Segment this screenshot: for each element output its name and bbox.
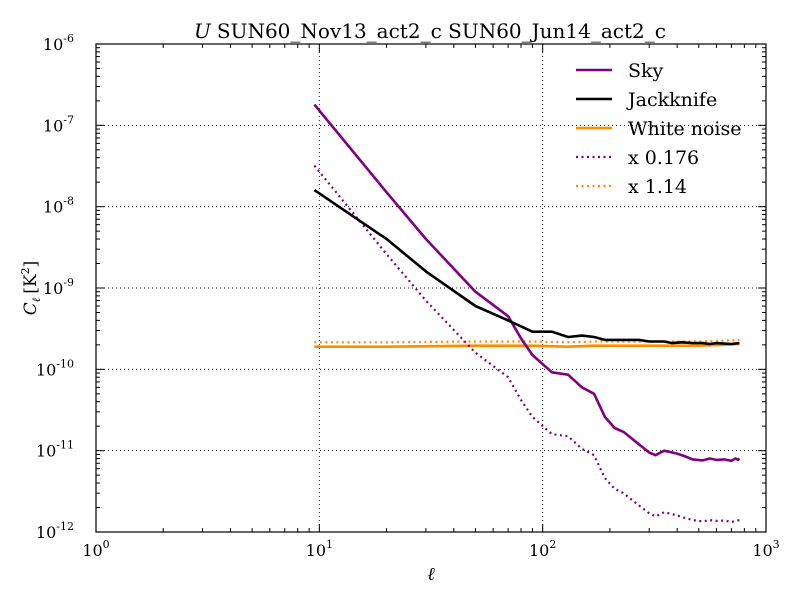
y-tick-label: 10-8	[43, 195, 74, 217]
series-line-white-noise	[314, 342, 740, 349]
y-axis-label-unit-close: ]	[21, 261, 41, 268]
y-tick-label: 10-11	[36, 439, 74, 461]
x-tick-label: 100	[82, 538, 109, 560]
y-tick-label: 10-12	[36, 520, 74, 542]
series-layer	[313, 103, 741, 524]
chart-title-rest: SUN60_Nov13_act2_c SUN60_Jun14_act2_c	[217, 19, 666, 43]
series-line-sky	[313, 103, 741, 463]
x-tick-label: 102	[529, 538, 556, 560]
x-axis-label: ℓ	[427, 564, 435, 585]
legend-label: x 0.176	[628, 147, 699, 169]
y-axis-label-unit-sup: 2	[19, 267, 32, 274]
y-axis-label-sub: ℓ	[30, 297, 43, 302]
y-axis-label-unit: [K	[21, 274, 41, 294]
x-tick-label: 103	[752, 538, 779, 560]
tick-layer: 100 101 102 103 10-12 10-11 10-10 10-9 10-8 10-7 1…	[36, 32, 780, 560]
y-tick-label: 10-10	[36, 357, 74, 379]
legend-label: x 1.14	[628, 176, 687, 198]
chart-title: U SUN60_Nov13_act2_c SUN60_Jun14_act2_c	[194, 19, 666, 43]
y-axis-label: Cℓ [K2]	[19, 261, 43, 316]
series-line-jackknife	[313, 189, 740, 346]
legend-label: Jackknife	[626, 89, 717, 111]
y-axis-label-main: C	[21, 302, 41, 315]
x-tick-label: 101	[306, 538, 333, 560]
legend-label: White noise	[628, 118, 742, 140]
legend-label: Sky	[628, 60, 664, 82]
grid-layer	[96, 44, 766, 532]
plot-area	[96, 44, 766, 532]
y-tick-label: 10-9	[43, 276, 74, 298]
y-tick-label: 10-6	[43, 32, 74, 54]
chart-title-italic: U	[194, 19, 212, 43]
legend: Sky Jackknife White noise x 0.176 x 1.14	[576, 60, 742, 198]
y-tick-label: 10-7	[43, 113, 74, 135]
